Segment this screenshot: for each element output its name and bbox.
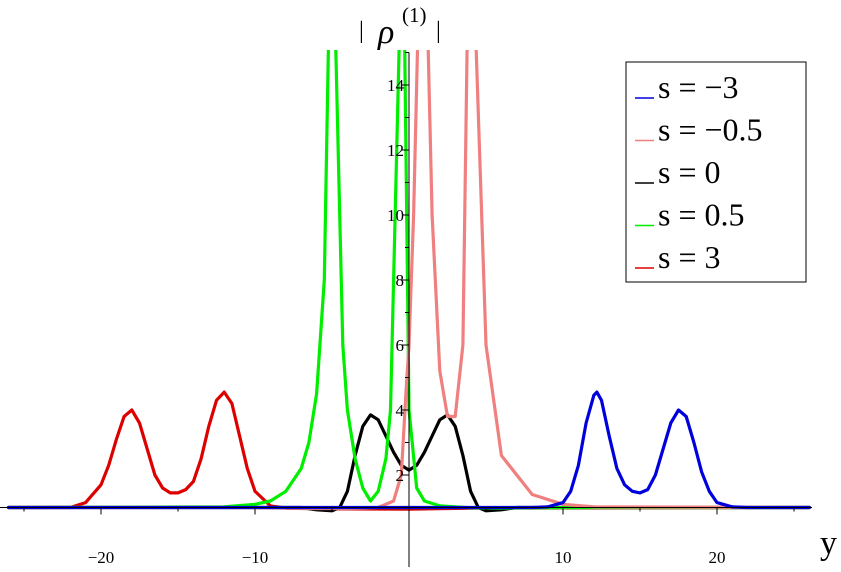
x-tick-label: 20 (709, 548, 726, 567)
y-tick-label: 6 (396, 336, 405, 355)
series-line (7, 390, 812, 510)
legend-label: s = −0.5 (658, 112, 763, 148)
axes-layer: −20 −10 10 20 2 4 6 8 10 12 14 (0, 52, 812, 567)
legend-label: s = 0 (658, 154, 721, 190)
y-tick-label: 8 (396, 271, 405, 290)
legend-label: s = 3 (658, 239, 721, 275)
y-axis-title-superscript: (1) (402, 3, 427, 27)
legend: s = −3 s = −0.5 s = 0 s = 0.5 s = 3 (625, 61, 807, 283)
y-tick-label: 12 (387, 141, 404, 160)
legend-label: s = 0.5 (658, 197, 745, 233)
y-axis-title: | ρ (1) | (359, 3, 441, 51)
y-axis-title-bar-right: | (436, 18, 441, 44)
legend-items: s = −3 s = −0.5 s = 0 s = 0.5 s = 3 (635, 69, 763, 275)
y-tick-label: 10 (387, 206, 404, 225)
y-tick-label: 14 (387, 76, 405, 95)
x-axis-title: y (820, 525, 837, 562)
legend-box (625, 61, 807, 283)
x-tick-label: −10 (242, 548, 269, 567)
y-axis-title-bar-left: | (359, 18, 364, 44)
x-tick-label: 10 (555, 548, 572, 567)
legend-label: s = −3 (658, 69, 739, 105)
x-tick-label: −20 (88, 548, 115, 567)
y-tick-label: 2 (396, 466, 405, 485)
y-axis-title-rho: ρ (377, 14, 394, 51)
y-tick-label: 4 (396, 401, 405, 420)
